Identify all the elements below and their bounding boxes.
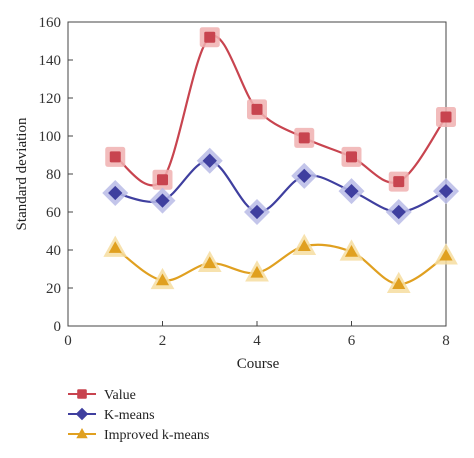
data-point xyxy=(439,248,453,261)
y-tick-label: 60 xyxy=(46,205,61,221)
data-point xyxy=(155,193,170,208)
legend-marker xyxy=(77,389,87,399)
y-axis-label: Standard deviation xyxy=(14,117,30,230)
data-point xyxy=(344,183,359,199)
legend: Value K-means Improved k-means xyxy=(68,388,209,443)
data-point xyxy=(249,204,265,220)
data-point xyxy=(202,153,217,168)
data-point xyxy=(204,31,216,43)
y-tick-label: 20 xyxy=(46,281,61,297)
x-tick-label: 2 xyxy=(159,333,167,349)
legend-label: Value xyxy=(104,388,136,403)
y-tick-label: 100 xyxy=(39,129,62,145)
data-point xyxy=(108,241,122,253)
data-point xyxy=(157,174,168,186)
x-axis-label: Course xyxy=(237,356,280,372)
legend-marker xyxy=(76,428,88,439)
legend-marker xyxy=(75,407,89,421)
data-point xyxy=(393,176,405,188)
series-0 xyxy=(105,27,456,192)
x-tick-label: 0 xyxy=(64,333,72,349)
data-point xyxy=(109,151,121,163)
data-point xyxy=(440,111,452,123)
legend-label: K-means xyxy=(104,408,155,423)
data-point xyxy=(297,168,312,184)
data-point xyxy=(108,185,123,201)
y-tick-label: 0 xyxy=(54,319,62,335)
data-point xyxy=(250,265,264,278)
legend-item: Value xyxy=(68,388,136,403)
data-point xyxy=(203,256,217,269)
series-2 xyxy=(103,233,458,293)
data-point xyxy=(297,239,311,252)
data-point xyxy=(155,273,170,286)
y-tick-label: 80 xyxy=(46,167,61,183)
data-point xyxy=(344,245,359,257)
x-tick-label: 6 xyxy=(348,333,356,349)
data-point xyxy=(392,277,406,290)
data-point xyxy=(391,204,406,220)
data-point xyxy=(251,103,263,115)
series-layer xyxy=(102,27,459,293)
y-tick-label: 140 xyxy=(39,53,62,69)
legend-item: K-means xyxy=(68,407,155,423)
data-point xyxy=(346,151,357,163)
legend-item: Improved k-means xyxy=(68,428,209,443)
series-line xyxy=(114,34,447,187)
data-point xyxy=(298,132,310,144)
y-tick-label: 160 xyxy=(39,15,62,31)
y-tick-label: 120 xyxy=(39,91,62,107)
x-tick-label: 8 xyxy=(442,333,450,349)
legend-label: Improved k-means xyxy=(104,428,209,443)
x-tick-label: 4 xyxy=(253,333,261,349)
data-point xyxy=(438,183,454,199)
series-1 xyxy=(102,147,459,225)
y-tick-label: 40 xyxy=(46,243,61,259)
